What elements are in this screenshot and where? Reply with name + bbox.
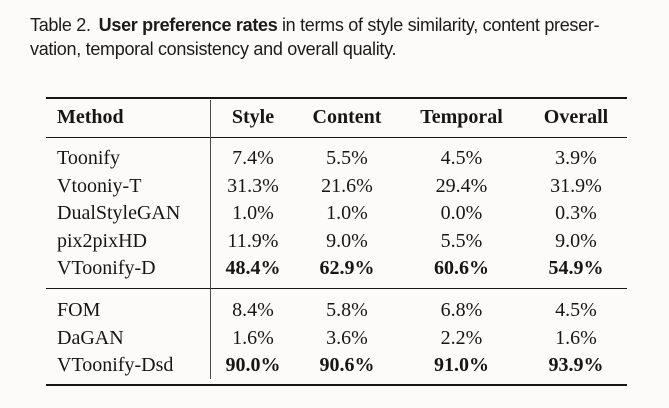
method-name: pix2pixHD	[57, 229, 147, 252]
value-cell: 1.6%	[555, 326, 597, 349]
value-cell: 90.0%	[225, 354, 281, 377]
value-cell: 91.0%	[434, 354, 489, 377]
value-cell: 3.9%	[555, 147, 597, 170]
value-cell: 5.5%	[440, 229, 483, 252]
value-cell: 31.9%	[550, 174, 602, 197]
value-cell: 4.5%	[555, 299, 597, 322]
method-name: FOM	[57, 299, 101, 322]
value-cell: 4.5%	[440, 147, 483, 170]
value-cell: 7.4%	[232, 147, 274, 170]
table-row: Toonify 7.4% 5.5% 4.5% 3.9%	[46, 145, 627, 173]
table-header-row: Method Style Content Temporal Overall	[46, 99, 627, 137]
table-row: FOM 8.4% 5.8% 6.8% 4.5%	[46, 297, 627, 325]
value-cell: 48.4%	[225, 257, 281, 280]
table-row: pix2pixHD 11.9% 9.0% 5.5% 9.0%	[46, 228, 627, 256]
value-cell: 90.6%	[319, 354, 375, 377]
table-bottom-rule	[46, 384, 627, 386]
value-cell: 21.6%	[321, 174, 373, 197]
method-column-divider	[210, 100, 212, 379]
table-section-video: FOM 8.4% 5.8% 6.8% 4.5% DaGAN 1.6% 3.6% 2.2% 1.6%…	[46, 289, 627, 384]
method-name: Vtooniy-T	[57, 174, 142, 197]
caption-label: Table 2.	[30, 15, 91, 35]
table-top-rule	[46, 97, 627, 99]
caption-line-2: vation, temporal consistency and overall…	[30, 39, 397, 59]
method-name: VToonify-D	[57, 257, 156, 280]
column-header-style: Style	[231, 106, 275, 129]
value-cell: 29.4%	[435, 174, 488, 197]
caption-text-line-1: in terms of style similarity, content pr…	[281, 15, 600, 35]
table-row: Vtooniy-T 31.3% 21.6% 29.4% 31.9%	[46, 173, 627, 201]
table-caption: Table 2. User preference rates in terms of…	[30, 13, 600, 61]
column-header-overall: Overall	[543, 106, 609, 129]
value-cell: 0.0%	[440, 202, 483, 225]
table-row: DaGAN 1.6% 3.6% 2.2% 1.6%	[46, 325, 627, 353]
value-cell: 60.6%	[434, 257, 489, 280]
value-cell: 9.0%	[326, 229, 368, 252]
value-cell: 0.3%	[555, 202, 597, 225]
caption-line-1: Table 2. User preference rates in terms of…	[30, 13, 600, 37]
method-name: Toonify	[57, 147, 121, 170]
value-cell: 62.9%	[319, 257, 375, 280]
method-name: DualStyleGAN	[57, 202, 181, 225]
table-header-rule	[46, 136, 627, 138]
value-cell: 5.5%	[326, 147, 368, 170]
table-row: DualStyleGAN 1.0% 1.0% 0.0% 0.3%	[46, 200, 627, 228]
value-cell: 5.8%	[326, 299, 368, 322]
value-cell: 93.9%	[548, 354, 604, 377]
user-preference-table: Method Style Content Temporal Overall To…	[46, 97, 627, 386]
table-section-image: Toonify 7.4% 5.5% 4.5% 3.9% Vtooniy-T 31.3% 21.…	[46, 138, 627, 288]
value-cell: 1.0%	[232, 202, 274, 225]
column-header-content: Content	[312, 106, 382, 129]
method-name: DaGAN	[57, 326, 124, 349]
value-cell: 54.9%	[548, 257, 604, 280]
value-cell: 3.6%	[326, 326, 368, 349]
value-cell: 1.0%	[326, 202, 368, 225]
value-cell: 6.8%	[440, 299, 483, 322]
value-cell: 31.3%	[227, 174, 279, 197]
value-cell: 11.9%	[227, 229, 279, 252]
table-row: VToonify-D 48.4% 62.9% 60.6% 54.9%	[46, 255, 627, 283]
column-header-method: Method	[57, 106, 124, 129]
value-cell: 2.2%	[440, 326, 483, 349]
table-mid-rule	[46, 287, 627, 289]
value-cell: 8.4%	[232, 299, 274, 322]
value-cell: 1.6%	[232, 326, 274, 349]
caption-title: User preference rates	[98, 15, 278, 35]
table-row: VToonify-Dsd 90.0% 90.6% 91.0% 93.9%	[46, 352, 627, 380]
value-cell: 9.0%	[555, 229, 597, 252]
method-name: VToonify-Dsd	[57, 354, 174, 377]
column-header-temporal: Temporal	[420, 106, 503, 129]
